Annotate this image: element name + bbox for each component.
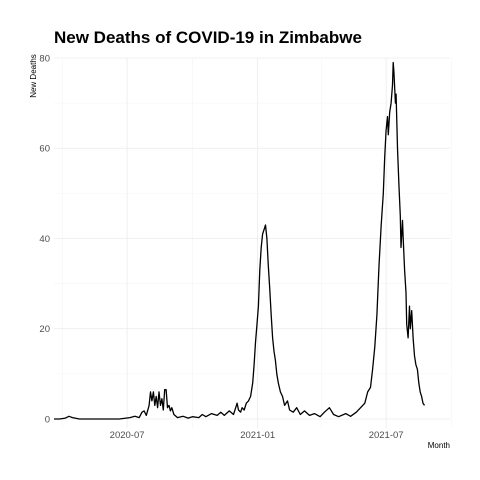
series-layer [54, 61, 426, 420]
y-tick-label: 40 [39, 234, 50, 245]
series-line-new-deaths [54, 61, 426, 420]
grid [54, 57, 452, 428]
y-tick-labels: 0 20 40 60 80 [39, 54, 50, 426]
x-tick-labels: 2020-07 2021-01 2021-07 [110, 430, 404, 441]
y-tick-label: 80 [39, 54, 50, 65]
y-tick-label: 20 [39, 324, 50, 335]
y-tick-label: 0 [45, 414, 50, 425]
y-axis-title: New Deaths [29, 54, 38, 98]
x-tick-label: 2021-01 [240, 430, 275, 441]
x-tick-label: 2020-07 [110, 430, 145, 441]
x-axis-title: Month [428, 441, 450, 450]
chart-title: New Deaths of COVID-19 in Zimbabwe [54, 28, 362, 47]
y-tick-label: 60 [39, 144, 50, 155]
x-tick-label: 2021-07 [369, 430, 404, 441]
